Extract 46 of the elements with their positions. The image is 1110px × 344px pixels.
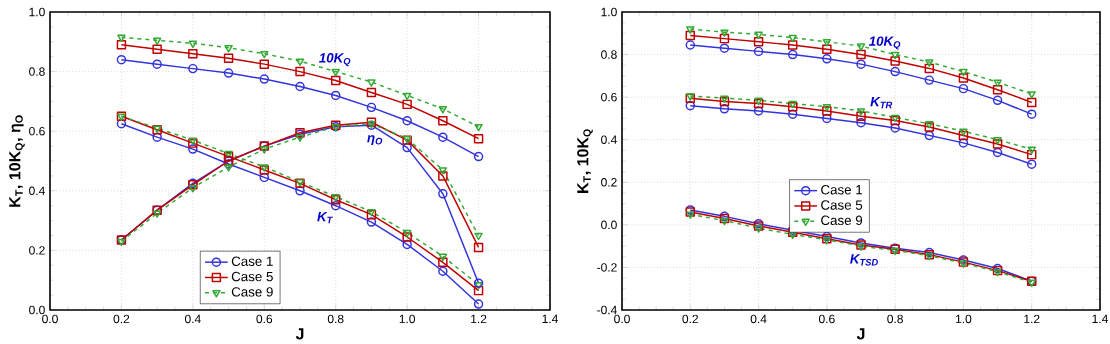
y-tick-label: 1.0 (601, 7, 617, 17)
legend-label: Case 9 (231, 287, 273, 297)
legend-label: Case 1 (821, 185, 863, 195)
y-axis-title: K$_{T}$, 10K$_{Q}$ (577, 129, 593, 193)
x-tick-label: 1.2 (1024, 314, 1040, 324)
x-tick-label: 1.4 (1092, 314, 1108, 323)
x-tick-label: 0.6 (818, 314, 835, 324)
annotation: K$_{TSD}$ (850, 254, 878, 266)
y-tick-label: 0.8 (601, 50, 617, 59)
x-tick-label: 1.0 (399, 314, 416, 324)
y-tick-label: 0.0 (601, 220, 617, 230)
y-tick-label: 0.8 (29, 67, 45, 76)
annotation: 10K$_{Q}$ (868, 36, 901, 50)
y-tick-label: -0.2 (597, 263, 617, 272)
x-tick-label: 0.4 (184, 314, 201, 324)
annotation: K$_{T}$ (317, 212, 333, 224)
x-tick-label: 1.4 (542, 314, 558, 323)
y-tick-label: 0.2 (601, 178, 617, 187)
legend-label: Case 9 (821, 215, 863, 226)
legend-label: Case 5 (231, 271, 273, 282)
y-tick-label: 0.4 (29, 186, 45, 196)
x-axis-title: J (856, 328, 865, 340)
x-tick-label: 0.0 (614, 314, 630, 324)
y-tick-label: 0.4 (601, 135, 617, 144)
x-tick-label: 0.6 (256, 314, 273, 324)
x-tick-label: 0.2 (113, 314, 130, 324)
x-tick-label: 1.0 (956, 314, 972, 324)
x-tick-label: 0.8 (327, 314, 344, 324)
x-axis-title: J (295, 328, 304, 340)
y-axis-title: K$_{T}$, 10K$_{Q}$, η$_{O}$ (9, 115, 25, 207)
x-tick-label: 0.2 (682, 314, 699, 324)
y-tick-label: 0.0 (29, 305, 45, 315)
y-tick-label: -0.4 (597, 305, 617, 315)
x-tick-label: 0.0 (42, 314, 58, 324)
y-tick-label: 0.2 (29, 246, 45, 255)
annotation: K$_{TR}$ (870, 97, 893, 109)
y-tick-label: 0.6 (601, 92, 617, 102)
annotation: η$_{O}$ (367, 135, 383, 146)
x-tick-label: 0.8 (887, 314, 903, 324)
x-tick-label: 1.2 (471, 314, 487, 324)
legend-label: Case 1 (231, 256, 273, 266)
y-tick-label: 1.0 (29, 7, 45, 17)
y-tick-label: 0.6 (29, 126, 45, 136)
annotation: 10K$_{Q}$ (319, 53, 351, 67)
x-tick-label: 0.4 (750, 314, 767, 324)
legend-label: Case 5 (821, 200, 863, 210)
